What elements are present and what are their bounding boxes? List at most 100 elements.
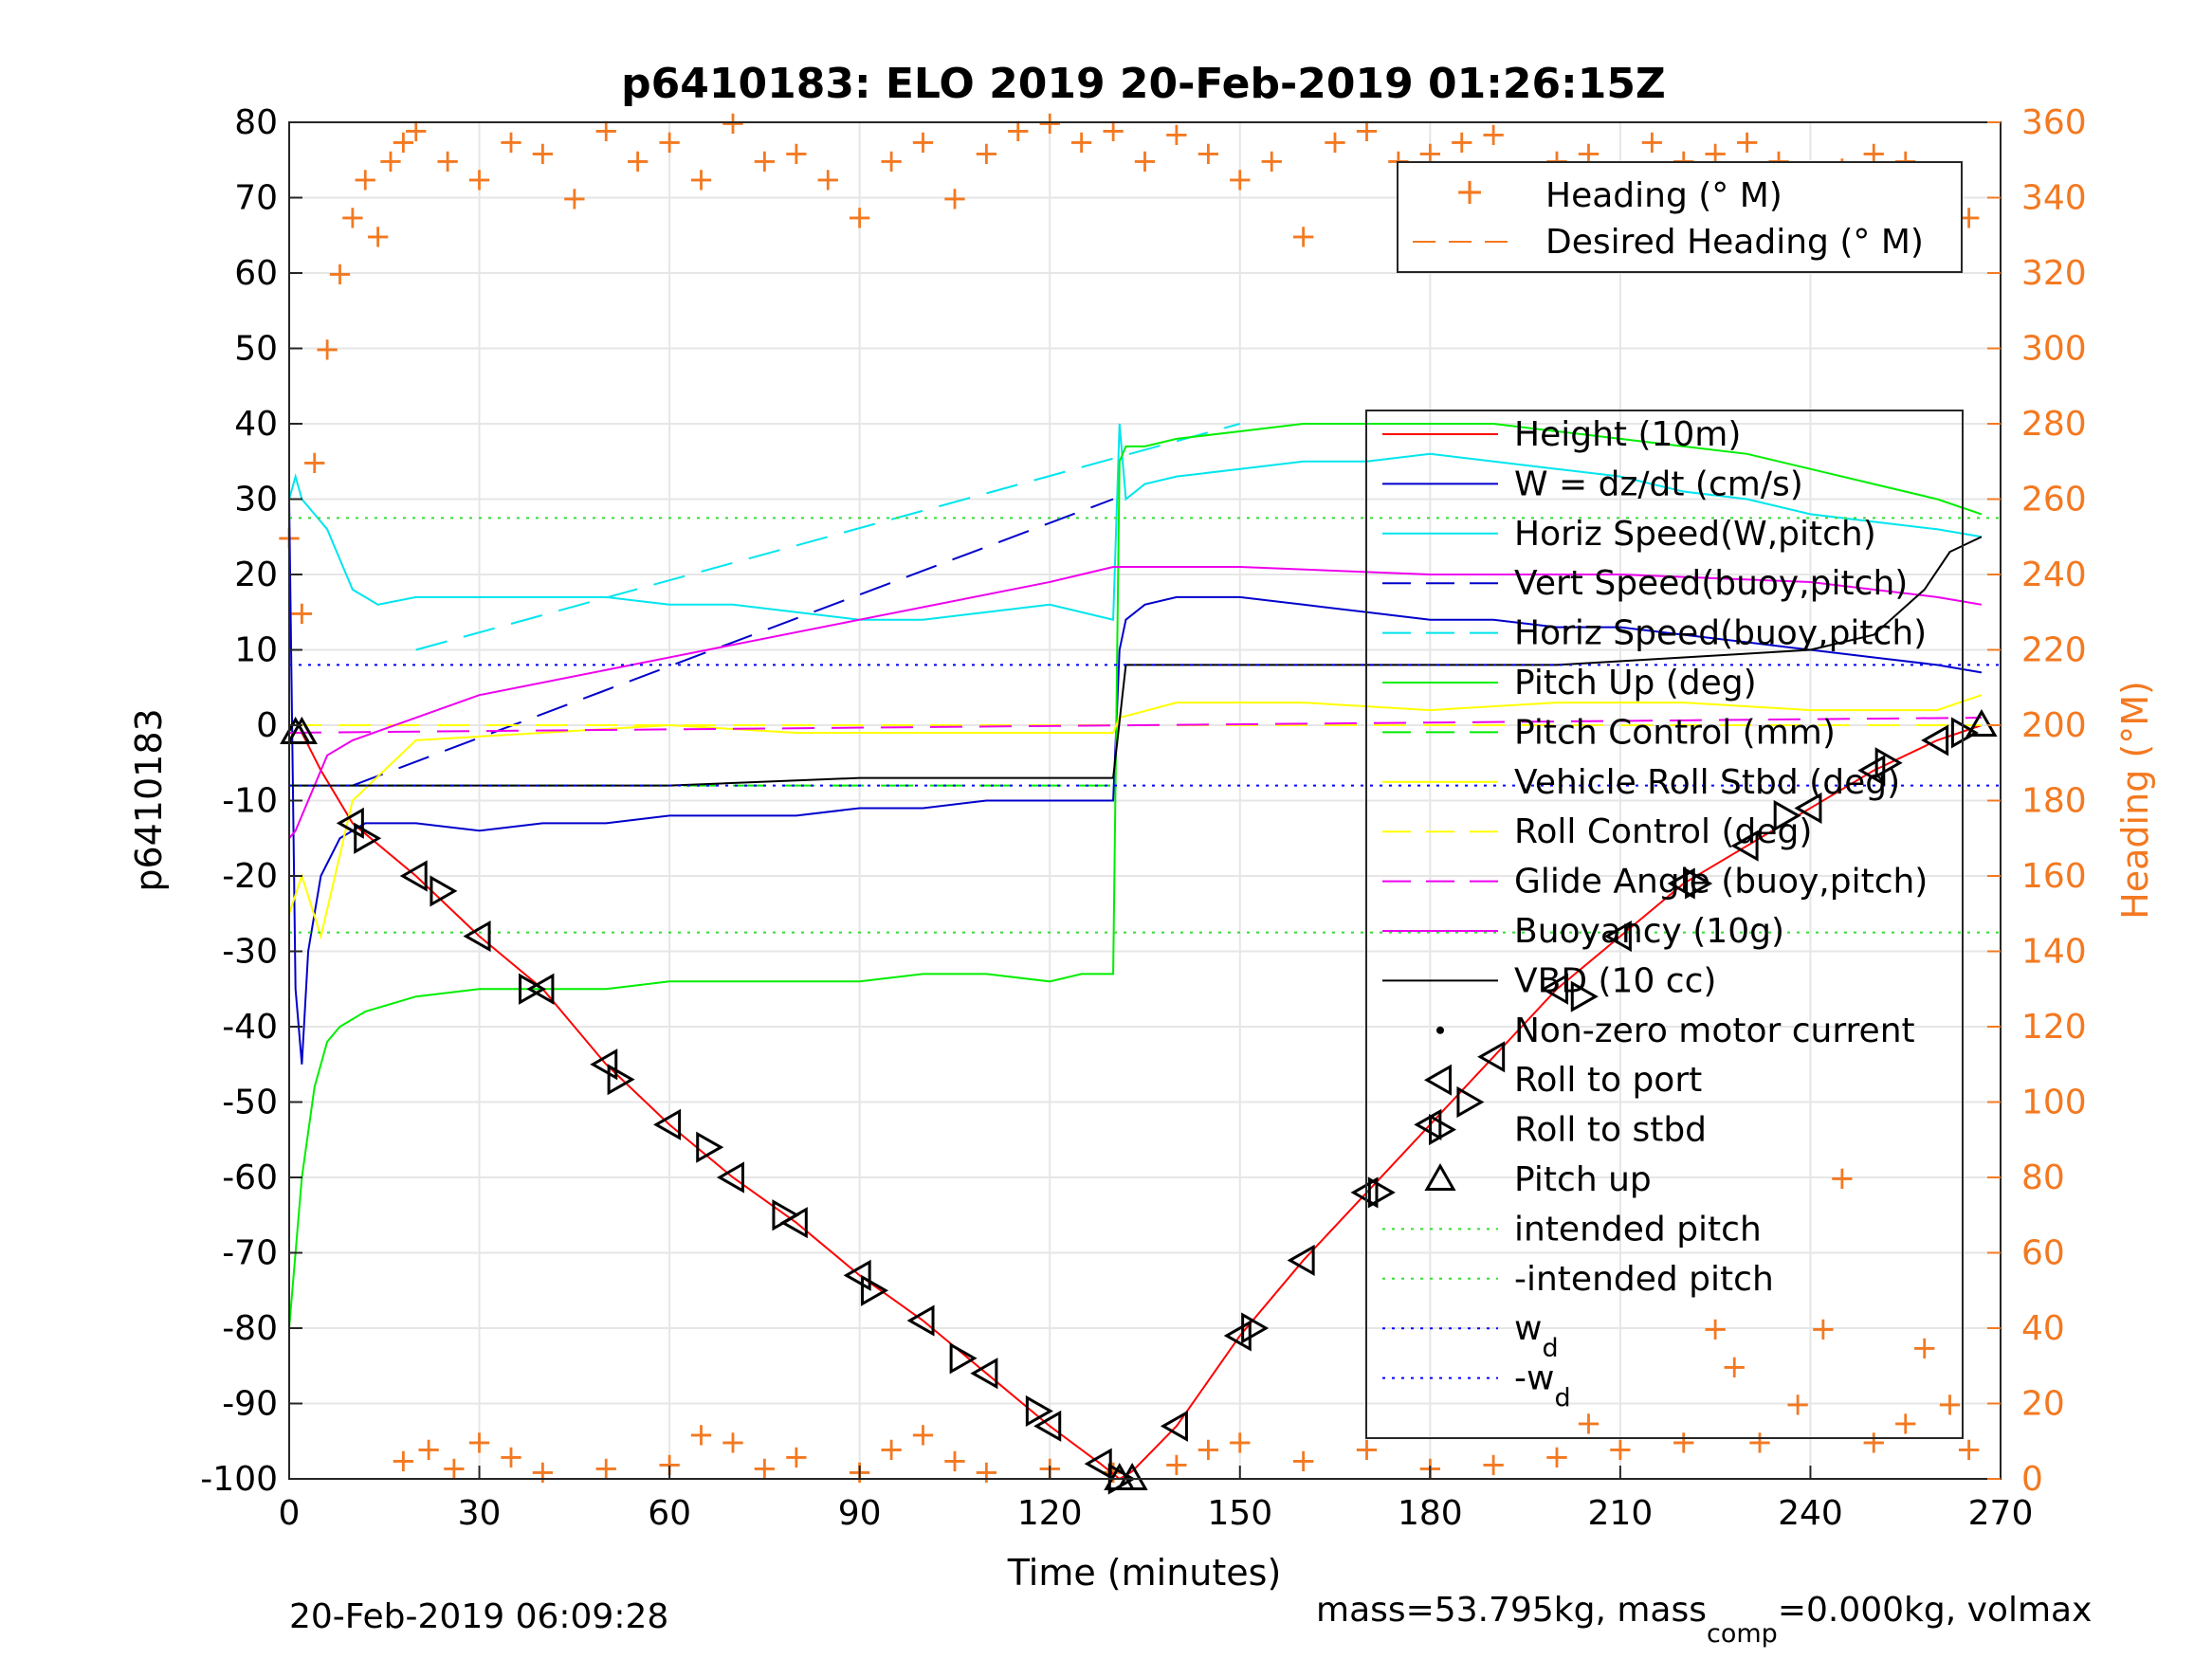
marker-roll-to-stbd — [772, 1199, 800, 1231]
series-glide-angle-buoy-pitch — [288, 717, 1982, 734]
y-tick-label: -80 — [222, 1309, 278, 1348]
y-tick-label: 30 — [234, 481, 278, 520]
y-tick-label: -50 — [222, 1084, 278, 1122]
legend-entry-vert-speed-buoy-pitch: Vert Speed(buoy,pitch) — [1382, 564, 1908, 603]
heading-point: + — [878, 142, 905, 180]
heading-point: + — [364, 217, 392, 255]
footer-mass-sub: comp — [1707, 1619, 1778, 1649]
heading-point: + — [466, 1423, 493, 1461]
y-right-tick-label: 180 — [2021, 782, 2087, 821]
legend-label: Vert Speed(buoy,pitch) — [1514, 564, 1908, 603]
marker-roll-to-stbd — [1456, 1085, 1485, 1119]
y-tick-label: 0 — [256, 706, 278, 745]
heading-point: + — [1322, 123, 1349, 161]
heading-point: + — [973, 135, 1000, 173]
series-buoyancy-10g — [288, 566, 1983, 839]
footer-mass: mass=53.795kg, masscomp=0.000kg, volmax — [1316, 1591, 2092, 1649]
legend-label: intended pitch — [1514, 1210, 1762, 1249]
x-tick-label: 210 — [1588, 1494, 1654, 1533]
heading-point: + — [783, 135, 811, 173]
heading-point: + — [1607, 1431, 1635, 1468]
legend-entry-roll-to-port: Roll to port — [1423, 1061, 1702, 1100]
heading-point: + — [1195, 135, 1222, 173]
legend-label: W = dz/dt (cm/s) — [1514, 465, 1803, 503]
y-tick-label: 80 — [234, 103, 278, 142]
y-right-tick-label: 200 — [2021, 706, 2087, 745]
marker-roll-to-port — [1033, 1410, 1062, 1442]
heading-point: + — [1195, 1431, 1222, 1468]
heading-point: + — [1702, 1310, 1729, 1348]
legend-entry-vbd-10-cc: VBD (10 cc) — [1382, 961, 1716, 1000]
x-axis-label: Time (minutes) — [1007, 1552, 1282, 1594]
y-right-tick-label: 300 — [2021, 330, 2087, 369]
legend-label: VBD (10 cc) — [1514, 961, 1716, 1000]
y-right-tick-label: 60 — [2021, 1234, 2065, 1273]
heading-point: + — [1480, 1446, 1508, 1484]
heading-point: + — [1670, 1423, 1697, 1461]
heading-point: + — [529, 1453, 557, 1491]
y-right-tick-label: 120 — [2021, 1008, 2087, 1047]
heading-point: + — [941, 180, 969, 218]
y-tick-label: 10 — [234, 631, 278, 670]
legend-label: Buoyancy (10g) — [1514, 912, 1784, 951]
marker-roll-to-port — [1414, 1108, 1442, 1140]
heading-point: + — [498, 1438, 525, 1476]
legend-swatch — [1436, 1026, 1444, 1034]
legend-heading: + Heading (° M) Desired Heading (° M) — [1397, 161, 1963, 273]
heading-point: + — [301, 444, 328, 482]
series-w-dz-dt-cm-s — [288, 499, 1983, 1065]
marker-roll-to-port — [590, 1048, 618, 1081]
legend-entry-horiz-speed-w-pitch: Horiz Speed(W,pitch) — [1382, 515, 1876, 554]
heading-point: + — [1911, 1329, 1939, 1367]
heading-point: + — [1544, 1438, 1571, 1476]
marker-roll-to-stbd — [1773, 799, 1801, 831]
y-right-tick-label: 20 — [2021, 1385, 2065, 1424]
x-tick-label: 30 — [458, 1494, 502, 1533]
y-tick-label: -90 — [222, 1385, 278, 1424]
marker-roll-to-port — [843, 1259, 871, 1291]
y-tick-label: 70 — [234, 179, 278, 218]
heading-point: + — [1227, 161, 1254, 199]
marker-roll-to-stbd — [861, 1274, 889, 1306]
chart-title: p6410183: ELO 2019 20-Feb-2019 01:26:15Z — [621, 60, 1666, 108]
legend-label: Pitch Control (mm) — [1514, 713, 1836, 752]
heading-point: + — [377, 142, 405, 180]
footer-mass-b: =0.000kg, volmax — [1778, 1591, 2093, 1630]
marker-roll-to-stbd — [1950, 717, 1979, 749]
heading-point: + — [434, 142, 462, 180]
series-vehicle-roll-stbd-deg — [288, 694, 1983, 940]
heading-point: + — [593, 112, 620, 150]
footer-timestamp: 20-Feb-2019 06:09:28 — [289, 1597, 668, 1636]
legend-entry-w-dz-dt-cm-s: W = dz/dt (cm/s) — [1382, 465, 1803, 503]
heading-point: + — [1100, 112, 1127, 150]
x-tick-label: 240 — [1778, 1494, 1843, 1533]
heading-point: + — [1480, 116, 1508, 154]
heading-point: + — [1289, 217, 1317, 255]
y-tick-label: -60 — [222, 1158, 278, 1197]
marker-roll-to-port — [463, 921, 491, 953]
y-right-tick-label: 280 — [2021, 405, 2087, 444]
legend-entry-horiz-speed-buoy-pitch: Horiz Speed(buoy,pitch) — [1382, 614, 1927, 653]
x-tick-label: 90 — [838, 1494, 882, 1533]
legend-entry-pitch-control-mm: Pitch Control (mm) — [1382, 713, 1836, 752]
marker-roll-to-stbd — [519, 973, 547, 1005]
heading-point: + — [593, 1449, 620, 1487]
heading-point: + — [1258, 142, 1286, 180]
legend-swatch — [1429, 1114, 1457, 1146]
marker-roll-to-port — [1084, 1448, 1112, 1480]
legend-entry-glide-angle-buoy-pitch: Glide Angle (buoy,pitch) — [1382, 863, 1928, 902]
marker-roll-to-stbd — [949, 1342, 978, 1375]
heading-point: + — [498, 123, 525, 161]
heading-point: + — [352, 161, 379, 199]
heading-point: + — [1829, 1159, 1856, 1197]
legend-heading-entry: + Heading (° M) — [1454, 171, 1782, 215]
heading-point: + — [624, 142, 651, 180]
y-tick-label: 20 — [234, 556, 278, 594]
legend-label: Pitch Up (deg) — [1514, 664, 1757, 702]
heading-point: + — [1163, 1446, 1191, 1484]
heading-point: + — [1733, 123, 1761, 161]
y-right-tick-label: 360 — [2021, 103, 2087, 142]
heading-point: + — [751, 142, 778, 180]
marker-roll-to-port — [1287, 1244, 1315, 1277]
series-horiz-speed-w-pitch — [288, 423, 1983, 621]
